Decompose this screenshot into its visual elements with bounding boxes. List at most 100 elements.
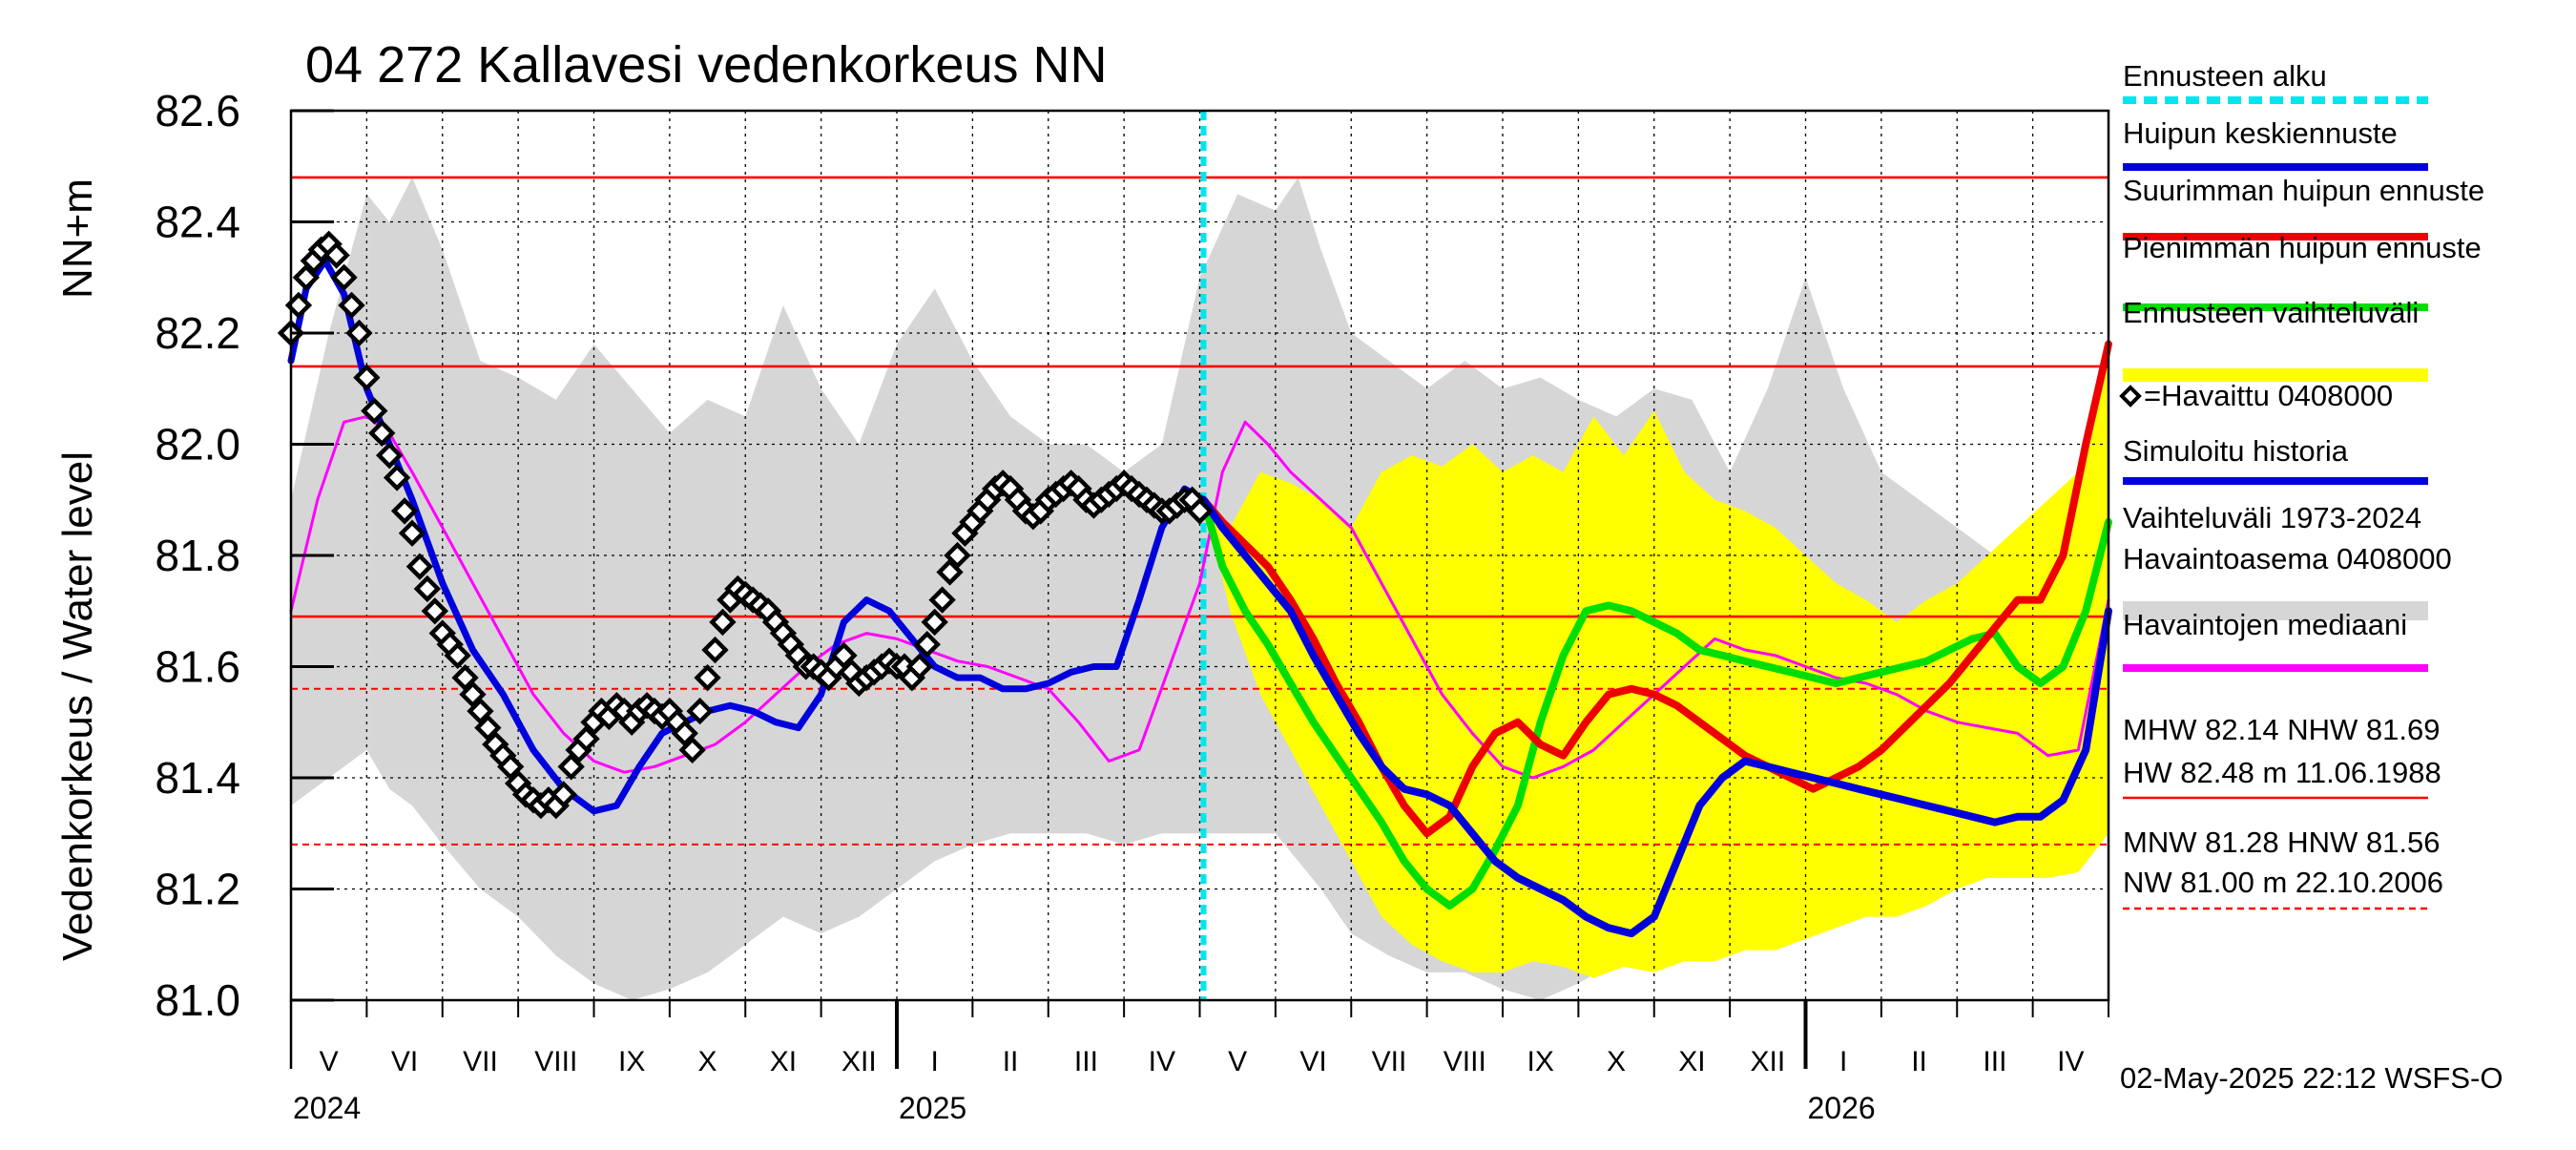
observed-point (572, 725, 600, 753)
observed-point (474, 714, 502, 742)
observed-point (421, 597, 448, 625)
legend-label: Huipun keskiennuste (2123, 116, 2398, 150)
observed-point (921, 608, 948, 637)
y-tick-label: 81.8 (155, 531, 240, 580)
observed-point (451, 663, 479, 692)
observed-point (338, 291, 365, 320)
chart-title: 04 272 Kallavesi vedenkorkeus NN (305, 36, 1107, 94)
observed-point (678, 736, 706, 764)
observed-point (459, 680, 487, 708)
observed-point (467, 697, 494, 725)
y-tick-label: 82.0 (155, 420, 240, 470)
stat-line: MHW 82.14 NHW 81.69 (2123, 713, 2441, 746)
x-month-label: I (931, 1046, 939, 1077)
y-tick-label: 82.6 (155, 86, 240, 136)
legend-marker-diamond (2119, 385, 2142, 408)
x-month-label: XI (770, 1046, 797, 1077)
observed-point (686, 697, 714, 725)
observed-point (413, 575, 442, 603)
observed-markers-layer (277, 230, 1214, 820)
x-month-label: II (1003, 1046, 1019, 1077)
x-month-label: VI (391, 1046, 418, 1077)
x-month-label: V (320, 1046, 339, 1077)
observed-point (361, 397, 388, 425)
legend-swatch-band (2123, 601, 2428, 620)
series-line-huipun-keskiennuste (1199, 495, 2112, 938)
observed-point (345, 319, 373, 347)
x-month-label: III (1074, 1046, 1098, 1077)
x-month-label: IX (1527, 1046, 1554, 1077)
observed-point (292, 263, 321, 291)
x-year-label: 2025 (899, 1091, 966, 1125)
grid-layer (291, 111, 2109, 1000)
footer-timestamp: 02-May-2025 22:12 WSFS-O (2120, 1061, 2503, 1095)
axes-layer: 81.081.281.481.681.882.082.282.482.6V VI V… (155, 86, 2110, 1125)
y-axis-label: Vedenkorkeus / Water level (54, 451, 101, 961)
observed-point (398, 519, 426, 547)
legend-label: Ennusteen alku (2123, 59, 2327, 93)
stat-line: HW 82.48 m 11.06.1988 (2123, 756, 2441, 789)
y-tick-label: 81.4 (155, 753, 240, 803)
statistics-panel: MHW 82.14 NHW 81.69 HW 82.48 m 11.06.1988… (2123, 713, 2443, 910)
series-line-suurimman-huipun-ennuste (1199, 340, 2112, 838)
stat-line: MNW 81.28 HNW 81.56 (2123, 826, 2441, 859)
observed-point (694, 663, 721, 692)
legend-label: Havaintojen mediaani (2123, 608, 2407, 641)
observed-point (550, 781, 577, 808)
x-month-label: V (1228, 1046, 1247, 1077)
legend-label: Vaihteluväli 1973-2024 (2123, 501, 2421, 534)
x-month-label: III (1983, 1046, 2006, 1077)
x-month-label: VII (1372, 1046, 1407, 1077)
series-layer (287, 257, 2112, 938)
observed-point (1186, 497, 1214, 525)
x-month-label: VI (1299, 1046, 1326, 1077)
observed-point (322, 241, 350, 269)
observed-point (497, 753, 525, 781)
x-month-label: VIII (1444, 1046, 1486, 1077)
x-month-label: IV (2057, 1046, 2084, 1077)
observed-point (353, 364, 381, 391)
y-tick-label: 81.2 (155, 865, 240, 914)
observed-point (913, 631, 941, 659)
legend: Ennusteen alku Huipun keskiennuste Suurimm… (2119, 59, 2484, 672)
observed-point (376, 441, 404, 470)
observed-point (444, 641, 471, 670)
x-month-label: XII (841, 1046, 877, 1077)
observed-point (405, 553, 434, 580)
y-tick-label: 82.2 (155, 308, 240, 358)
observed-point (701, 636, 729, 664)
y-tick-label: 81.6 (155, 642, 240, 692)
x-year-label: 2024 (293, 1091, 361, 1125)
observed-point (928, 586, 956, 614)
y-axis-unit-label: NN+m (54, 178, 101, 299)
x-month-label: I (1839, 1046, 1847, 1077)
legend-label: Havaintoasema 0408000 (2123, 542, 2452, 575)
observed-point (368, 419, 396, 448)
x-month-label: IV (1149, 1046, 1175, 1077)
forecast-range-band (1203, 344, 2109, 978)
x-year-label: 2026 (1808, 1091, 1876, 1125)
x-month-label: X (1607, 1046, 1626, 1077)
legend-label: =Havaittu 0408000 (2144, 379, 2393, 412)
observed-point (671, 720, 698, 747)
legend-label: Suurimman huipun ennuste (2123, 174, 2484, 207)
x-month-label: XI (1678, 1046, 1705, 1077)
bands-layer (291, 177, 2109, 1000)
legend-label: Pienimmän huipun ennuste (2123, 231, 2482, 264)
y-tick-label: 81.0 (155, 975, 240, 1025)
observed-point (709, 608, 737, 637)
series-line-pienimman-huipun-ennuste (1199, 495, 2112, 910)
observed-point (330, 263, 358, 291)
legend-label: Ennusteen vaihteluväli (2123, 296, 2419, 329)
observed-point (390, 497, 419, 525)
observed-point (383, 464, 411, 491)
stat-line: NW 81.00 m 22.10.2006 (2123, 866, 2443, 899)
observed-point (830, 641, 858, 670)
x-month-label: VIII (534, 1046, 577, 1077)
observed-point (905, 653, 933, 680)
x-month-label: VII (463, 1046, 498, 1077)
observed-point (944, 541, 971, 570)
observed-point (936, 558, 964, 586)
